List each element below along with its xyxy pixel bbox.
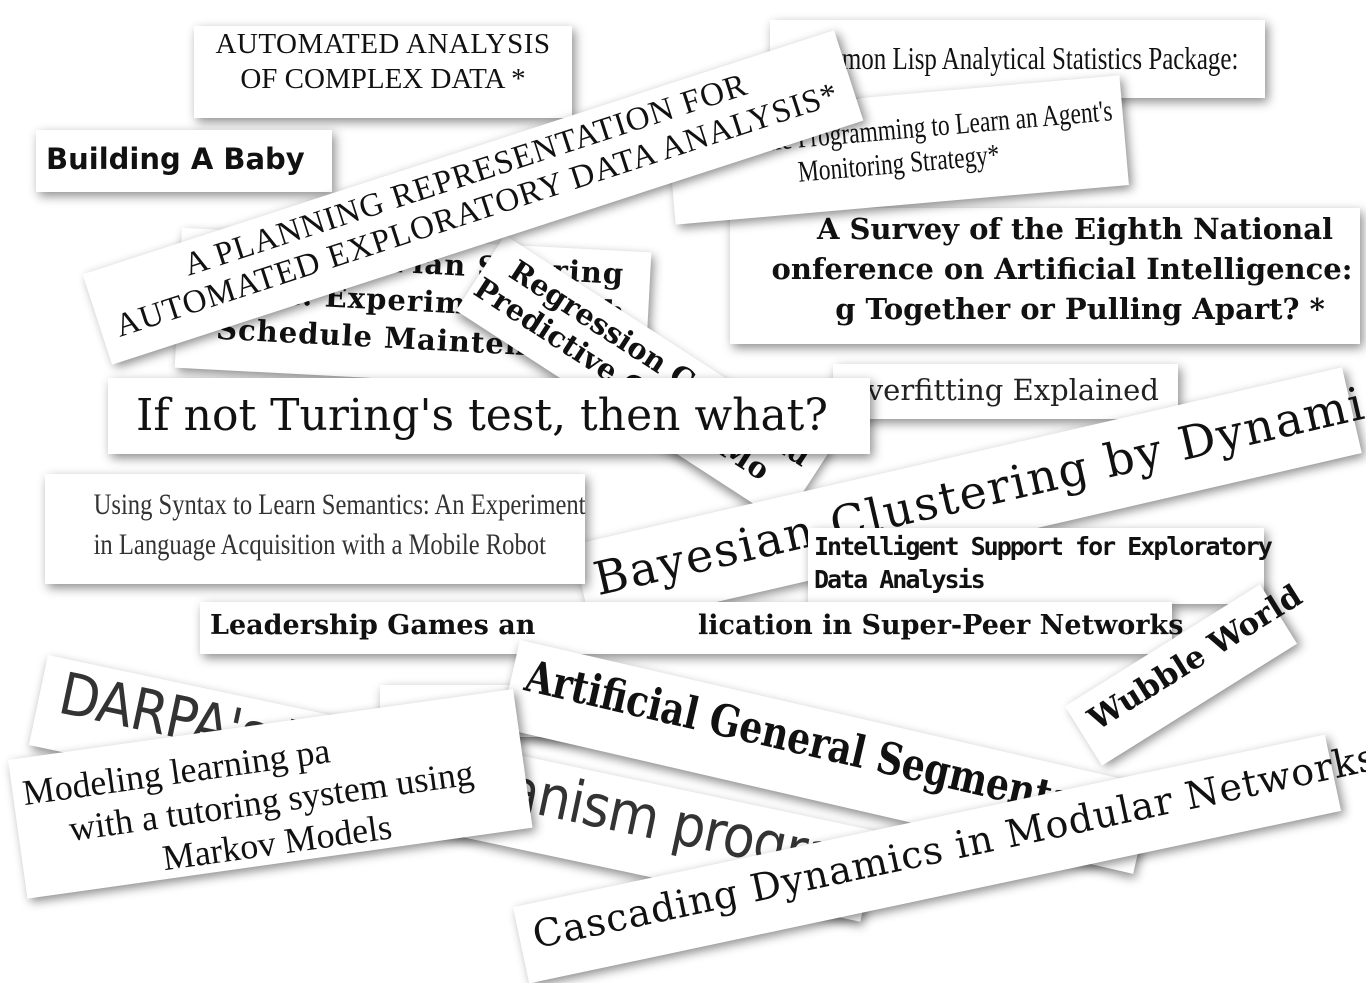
survey-line1: A Survey of the Eighth National — [816, 212, 1334, 246]
building-baby-title: Building A Baby — [46, 142, 305, 176]
leadership-right: lication in Super-Peer Networks — [698, 610, 1184, 641]
clasp-title: ommon Lisp Analytical Statistics Package… — [810, 40, 1239, 76]
card-automated-analysis: AUTOMATED ANALYSIS OF COMPLEX DATA * — [194, 26, 572, 118]
card-building-baby: Building A Baby — [36, 130, 332, 192]
card-turing: If not Turing's test, then what? — [108, 378, 870, 454]
card-overfitting: Overfitting Explained — [833, 364, 1178, 419]
overfitting-title: Overfitting Explained — [843, 373, 1159, 407]
syntax-line2: in Language Acquisition with a Mobile Ro… — [93, 528, 546, 561]
card-syntax: Using Syntax to Learn Semantics: An Expe… — [45, 474, 586, 584]
survey-line3: g Together or Pulling Apart? * — [835, 292, 1325, 326]
intelligent-line2: Data Analysis — [814, 565, 986, 594]
syntax-line1: Using Syntax to Learn Semantics: An Expe… — [93, 488, 586, 521]
card-intelligent-support: Intelligent Support for Exploratory Data… — [808, 528, 1273, 604]
automated-analysis-line1: AUTOMATED ANALYSIS — [215, 28, 551, 60]
card-leadership: Leadership Games an lication in Super-Pe… — [200, 602, 1183, 654]
intelligent-line1: Intelligent Support for Exploratory — [814, 532, 1273, 561]
leadership-left: Leadership Games an — [210, 610, 536, 641]
card-survey: A Survey of the Eighth National onferenc… — [730, 208, 1360, 344]
turing-title: If not Turing's test, then what? — [136, 390, 828, 441]
automated-analysis-line2: OF COMPLEX DATA * — [240, 63, 526, 95]
survey-line2: onference on Artificial Intelligence: — [771, 252, 1353, 286]
